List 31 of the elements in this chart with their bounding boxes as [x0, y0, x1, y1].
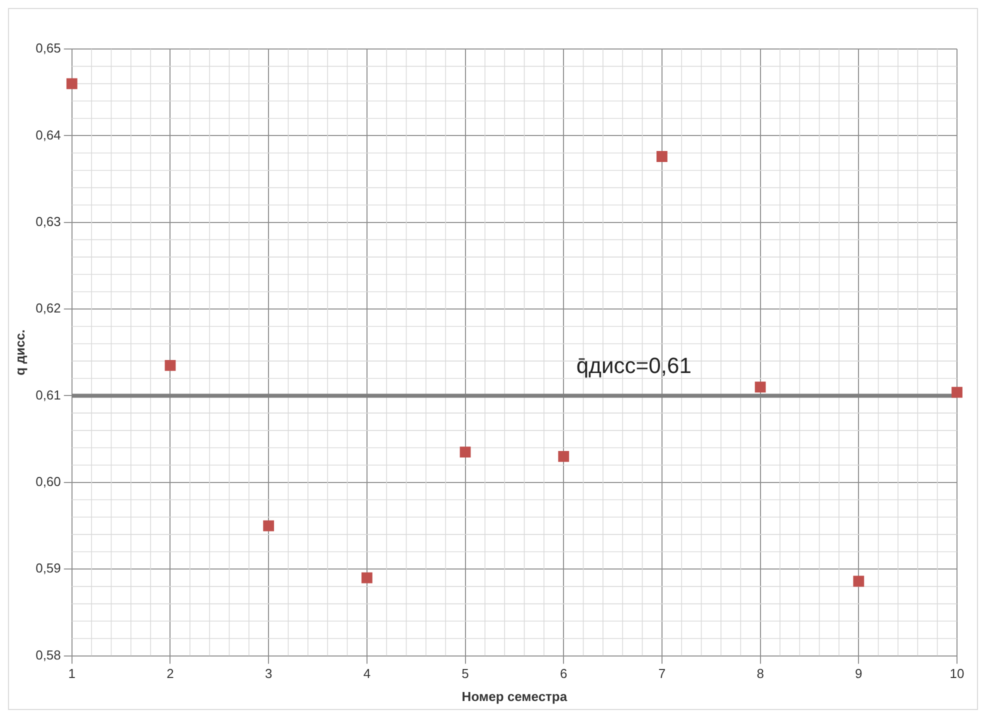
x-tick-label: 8: [756, 666, 764, 682]
y-axis-title: q дисс.: [12, 329, 28, 376]
x-tick-label: 6: [560, 666, 568, 682]
point: [656, 151, 668, 162]
point: [361, 572, 372, 584]
y-tick-label: 0,60: [36, 474, 61, 490]
point: [164, 360, 176, 371]
y-tick-label: 0,58: [36, 647, 61, 662]
x-tick-label: 2: [166, 666, 174, 682]
point: [952, 386, 962, 398]
x-tick-label: 4: [363, 666, 371, 682]
x-tick-label: 3: [264, 666, 272, 682]
y-tick-label: 0,59: [36, 560, 61, 576]
y-tick-label: 0,65: [36, 40, 61, 56]
y-tick-label: 0,62: [36, 300, 61, 316]
y-tick-label: 0,61: [36, 387, 61, 402]
point: [558, 450, 570, 462]
x-axis-title: Номер семестра: [462, 688, 568, 704]
point: [853, 576, 864, 587]
x-tick-label: 10: [950, 666, 964, 682]
y-tick-label: 0,63: [36, 214, 61, 229]
x-tick-label: 7: [658, 666, 666, 682]
y-tick-label: 0,64: [36, 127, 61, 142]
x-tick-label: 9: [855, 666, 862, 682]
x-tick-label: 1: [68, 666, 76, 682]
point: [754, 382, 766, 393]
ref-line-label: q̄дисс=0,61: [576, 352, 692, 378]
point: [263, 520, 274, 532]
point: [460, 446, 471, 458]
point: [66, 78, 78, 90]
x-tick-label: 5: [462, 666, 469, 682]
